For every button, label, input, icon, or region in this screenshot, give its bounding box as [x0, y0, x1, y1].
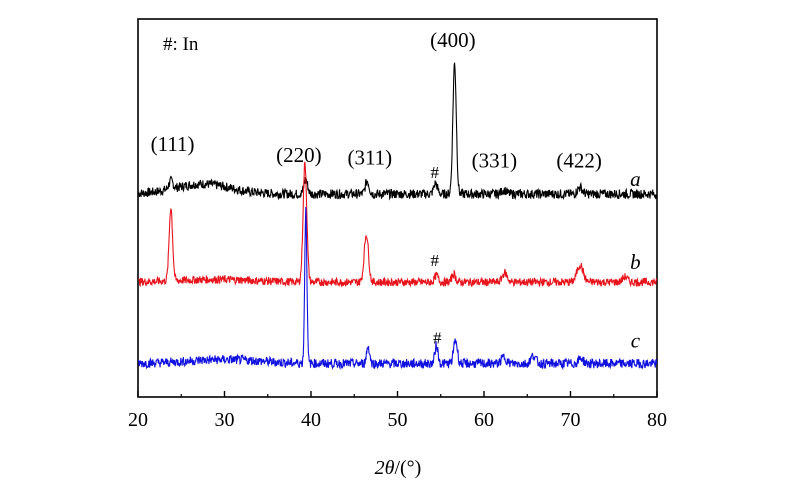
curve-label-c: c: [631, 329, 641, 353]
x-tick-label: 20: [128, 409, 148, 431]
x-tick-label: 60: [474, 409, 494, 431]
series-layer: [137, 62, 658, 371]
peak-index-label: (331): [472, 148, 518, 172]
annotation-layer: (111) (220) (311) (400) (331) (422) # # # a b c: [151, 28, 641, 353]
in-peak-marker: #: [430, 251, 439, 270]
legend-note: #: In: [163, 34, 199, 55]
curve-label-b: b: [630, 250, 641, 274]
x-axis-label-italic: 2θ: [375, 457, 395, 479]
plot-frame: [137, 18, 658, 398]
peak-index-label: (311): [347, 146, 392, 170]
x-tick-label: 40: [301, 409, 321, 431]
series-line-a: [137, 62, 658, 201]
peak-index-label: (400): [430, 28, 476, 52]
x-axis-label: 2θ/(°): [375, 457, 422, 479]
curve-label-a: a: [630, 167, 641, 191]
series-line-c: [137, 207, 658, 371]
x-tick-label: 30: [215, 409, 235, 431]
peak-index-label: (220): [276, 143, 322, 167]
in-peak-marker: #: [433, 329, 442, 348]
x-tick-label: 50: [388, 409, 408, 431]
peak-index-label: (111): [151, 132, 195, 156]
x-axis-label-unit: /(°): [394, 457, 421, 479]
x-tick-label: 70: [561, 409, 581, 431]
peak-index-label: (422): [556, 148, 602, 172]
series-line-b: [137, 161, 658, 288]
x-axis-ticks: 20 30 40 50 60 70 80: [128, 391, 667, 431]
in-peak-marker: #: [430, 163, 439, 182]
x-tick-label: 80: [647, 409, 667, 431]
